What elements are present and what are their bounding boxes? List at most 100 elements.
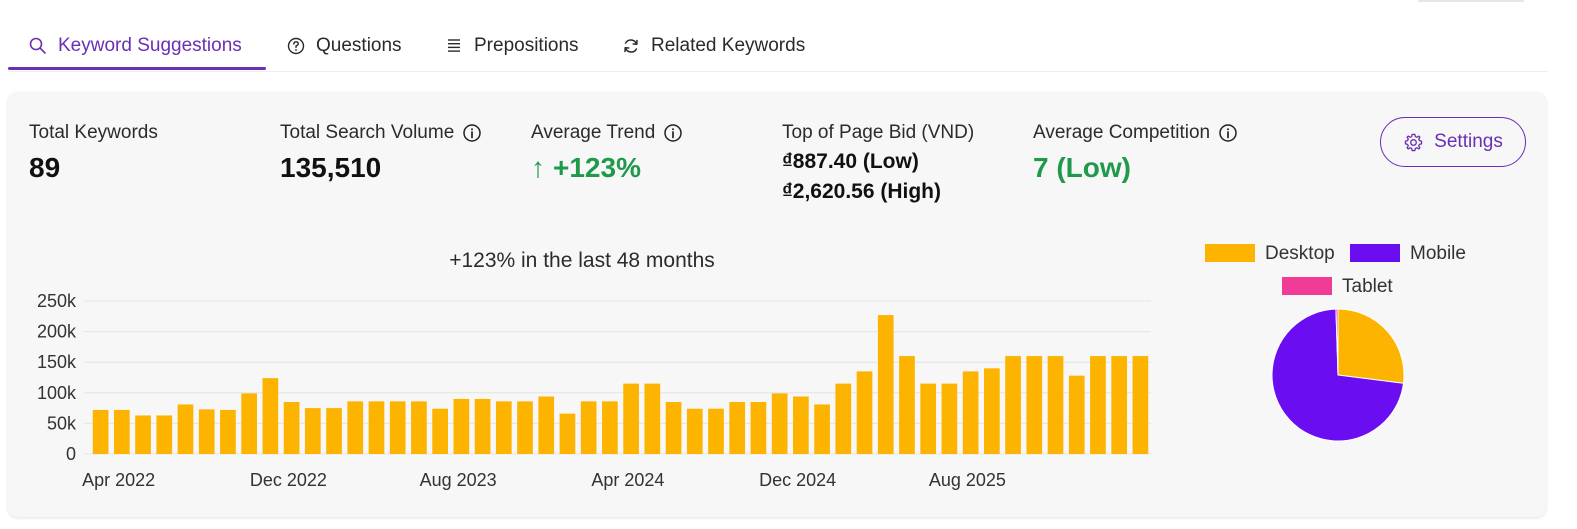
chart-title: +123% in the last 48 months xyxy=(449,249,715,272)
bar-mar-2026[interactable] xyxy=(1090,356,1106,454)
stat-top-of-page-bid: Top of Page Bid (VND) ₫887.40 (Low) ₫2,6… xyxy=(782,122,974,204)
bar-jul-2023[interactable] xyxy=(411,401,427,454)
bar-jun-2023[interactable] xyxy=(389,401,406,454)
bar-aug-2024[interactable] xyxy=(686,408,703,454)
bar-feb-2025[interactable] xyxy=(814,404,830,454)
bar-jul-2024[interactable] xyxy=(665,401,682,454)
bar-oct-2024[interactable] xyxy=(729,401,746,454)
stat-label: Average Trend xyxy=(531,122,656,143)
bar-aug-2023[interactable] xyxy=(432,408,448,454)
bar-jan-2025[interactable] xyxy=(793,396,809,454)
bar-jun-2022[interactable] xyxy=(135,415,151,454)
x-tick-label: Apr 2022 xyxy=(82,470,155,490)
bar-may-2025[interactable] xyxy=(877,315,894,454)
bar-feb-2026[interactable] xyxy=(1068,375,1085,454)
bar-sep-2023[interactable] xyxy=(453,398,470,454)
info-icon[interactable] xyxy=(1218,123,1238,143)
question-circle-icon xyxy=(287,37,305,54)
gear-icon xyxy=(1404,133,1423,151)
top-edge-element xyxy=(1418,0,1524,2)
stat-value: 7 (Low) xyxy=(1033,152,1131,183)
stat-total-search-volume: Total Search Volume 135,510 xyxy=(280,122,482,184)
bar-may-2023[interactable] xyxy=(368,401,385,454)
bar-jul-2025[interactable] xyxy=(920,383,937,454)
tab-related-keywords[interactable]: Related Keywords xyxy=(621,20,805,71)
bar-jun-2025[interactable] xyxy=(899,356,915,454)
bid-high: ₫2,620.56 (High) xyxy=(782,180,941,203)
charts-area: +123% in the last 48 months 0 50k 100k 150k… xyxy=(8,92,1546,517)
bar-may-2022[interactable] xyxy=(113,409,130,454)
stat-value: +123% xyxy=(553,152,641,183)
bar-aug-2022[interactable] xyxy=(177,404,194,454)
x-tick-label: Dec 2022 xyxy=(250,470,327,490)
trend-up-arrow-icon: ↑ xyxy=(531,152,545,183)
stat-label: Average Competition xyxy=(1033,122,1211,143)
bar-nov-2024[interactable] xyxy=(750,401,767,454)
bar-jul-2022[interactable] xyxy=(156,415,173,454)
bar-apr-2025[interactable] xyxy=(856,371,873,454)
bar-mar-2024[interactable] xyxy=(580,401,597,454)
tab-label: Keyword Suggestions xyxy=(58,34,242,56)
bar-mar-2025[interactable] xyxy=(835,383,852,454)
bar-jun-2024[interactable] xyxy=(644,383,661,454)
info-icon[interactable] xyxy=(462,123,482,143)
bar-dec-2024[interactable] xyxy=(771,393,788,454)
stat-average-competition: Average Competition 7 (Low) xyxy=(1033,122,1238,184)
bar-may-2024[interactable] xyxy=(623,383,639,454)
bar-aug-2025[interactable] xyxy=(941,383,958,454)
bar-nov-2025[interactable] xyxy=(1005,356,1021,454)
bar-mar-2023[interactable] xyxy=(326,408,342,454)
bid-low: ₫887.40 (Low) xyxy=(782,150,919,173)
bar-oct-2022[interactable] xyxy=(220,409,236,454)
bar-sep-2025[interactable] xyxy=(962,371,979,454)
tab-label: Related Keywords xyxy=(651,34,806,56)
tab-prepositions[interactable]: Prepositions xyxy=(444,20,579,71)
bar-sep-2022[interactable] xyxy=(198,409,215,454)
bar-apr-2026[interactable] xyxy=(1111,356,1128,454)
tab-label: Prepositions xyxy=(474,34,579,56)
bar-oct-2025[interactable] xyxy=(984,368,1000,454)
tab-bar: Keyword Suggestions Questions Prepositio… xyxy=(8,20,1548,72)
bar-dec-2023[interactable] xyxy=(517,401,533,454)
tab-keyword-suggestions[interactable]: Keyword Suggestions xyxy=(28,20,242,71)
bar-dec-2022[interactable] xyxy=(262,378,279,454)
y-tick-label: 150k xyxy=(37,352,77,372)
stat-value: 135,510 xyxy=(280,152,382,183)
bar-sep-2024[interactable] xyxy=(708,408,724,454)
tab-label: Questions xyxy=(316,34,402,56)
bar-jan-2026[interactable] xyxy=(1047,356,1064,454)
tab-questions[interactable]: Questions xyxy=(286,20,402,71)
bar-feb-2023[interactable] xyxy=(304,408,321,454)
refresh-icon xyxy=(624,38,638,53)
y-tick-label: 100k xyxy=(37,383,77,403)
stat-label: Total Keywords xyxy=(29,122,158,143)
bar-nov-2023[interactable] xyxy=(495,401,512,454)
y-tick-label: 250k xyxy=(37,291,77,311)
stat-label: Total Search Volume xyxy=(280,122,455,143)
stat-value: 89 xyxy=(29,152,61,183)
bar-oct-2023[interactable] xyxy=(474,398,491,454)
bar-apr-2024[interactable] xyxy=(602,401,618,454)
y-tick-label: 200k xyxy=(37,322,77,342)
x-tick-label: Aug 2025 xyxy=(929,470,1006,490)
bar-feb-2024[interactable] xyxy=(559,413,576,454)
settings-label: Settings xyxy=(1434,131,1503,152)
search-icon xyxy=(29,37,46,54)
bar-dec-2025[interactable] xyxy=(1026,356,1043,454)
stat-label: Top of Page Bid (VND) xyxy=(782,122,975,143)
bar-nov-2022[interactable] xyxy=(241,393,257,454)
info-icon[interactable] xyxy=(663,123,683,143)
bar-jan-2023[interactable] xyxy=(283,401,300,454)
x-tick-label: Dec 2024 xyxy=(759,470,836,490)
x-tick-label: Apr 2024 xyxy=(591,470,664,490)
keyword-overview-card: Total Keywords 89 Total Search Volume 13… xyxy=(8,92,1546,517)
stat-total-keywords: Total Keywords 89 xyxy=(29,122,158,184)
bar-may-2026[interactable] xyxy=(1132,356,1149,454)
settings-button[interactable]: Settings xyxy=(1380,117,1526,167)
bar-apr-2023[interactable] xyxy=(347,401,364,454)
list-icon xyxy=(448,38,460,52)
search-volume-bar-chart: +123% in the last 48 months 0 50k 100k 150k… xyxy=(37,249,1151,490)
bar-apr-2022[interactable] xyxy=(92,409,109,454)
bar-jan-2024[interactable] xyxy=(538,396,555,454)
x-tick-label: Aug 2023 xyxy=(420,470,497,490)
